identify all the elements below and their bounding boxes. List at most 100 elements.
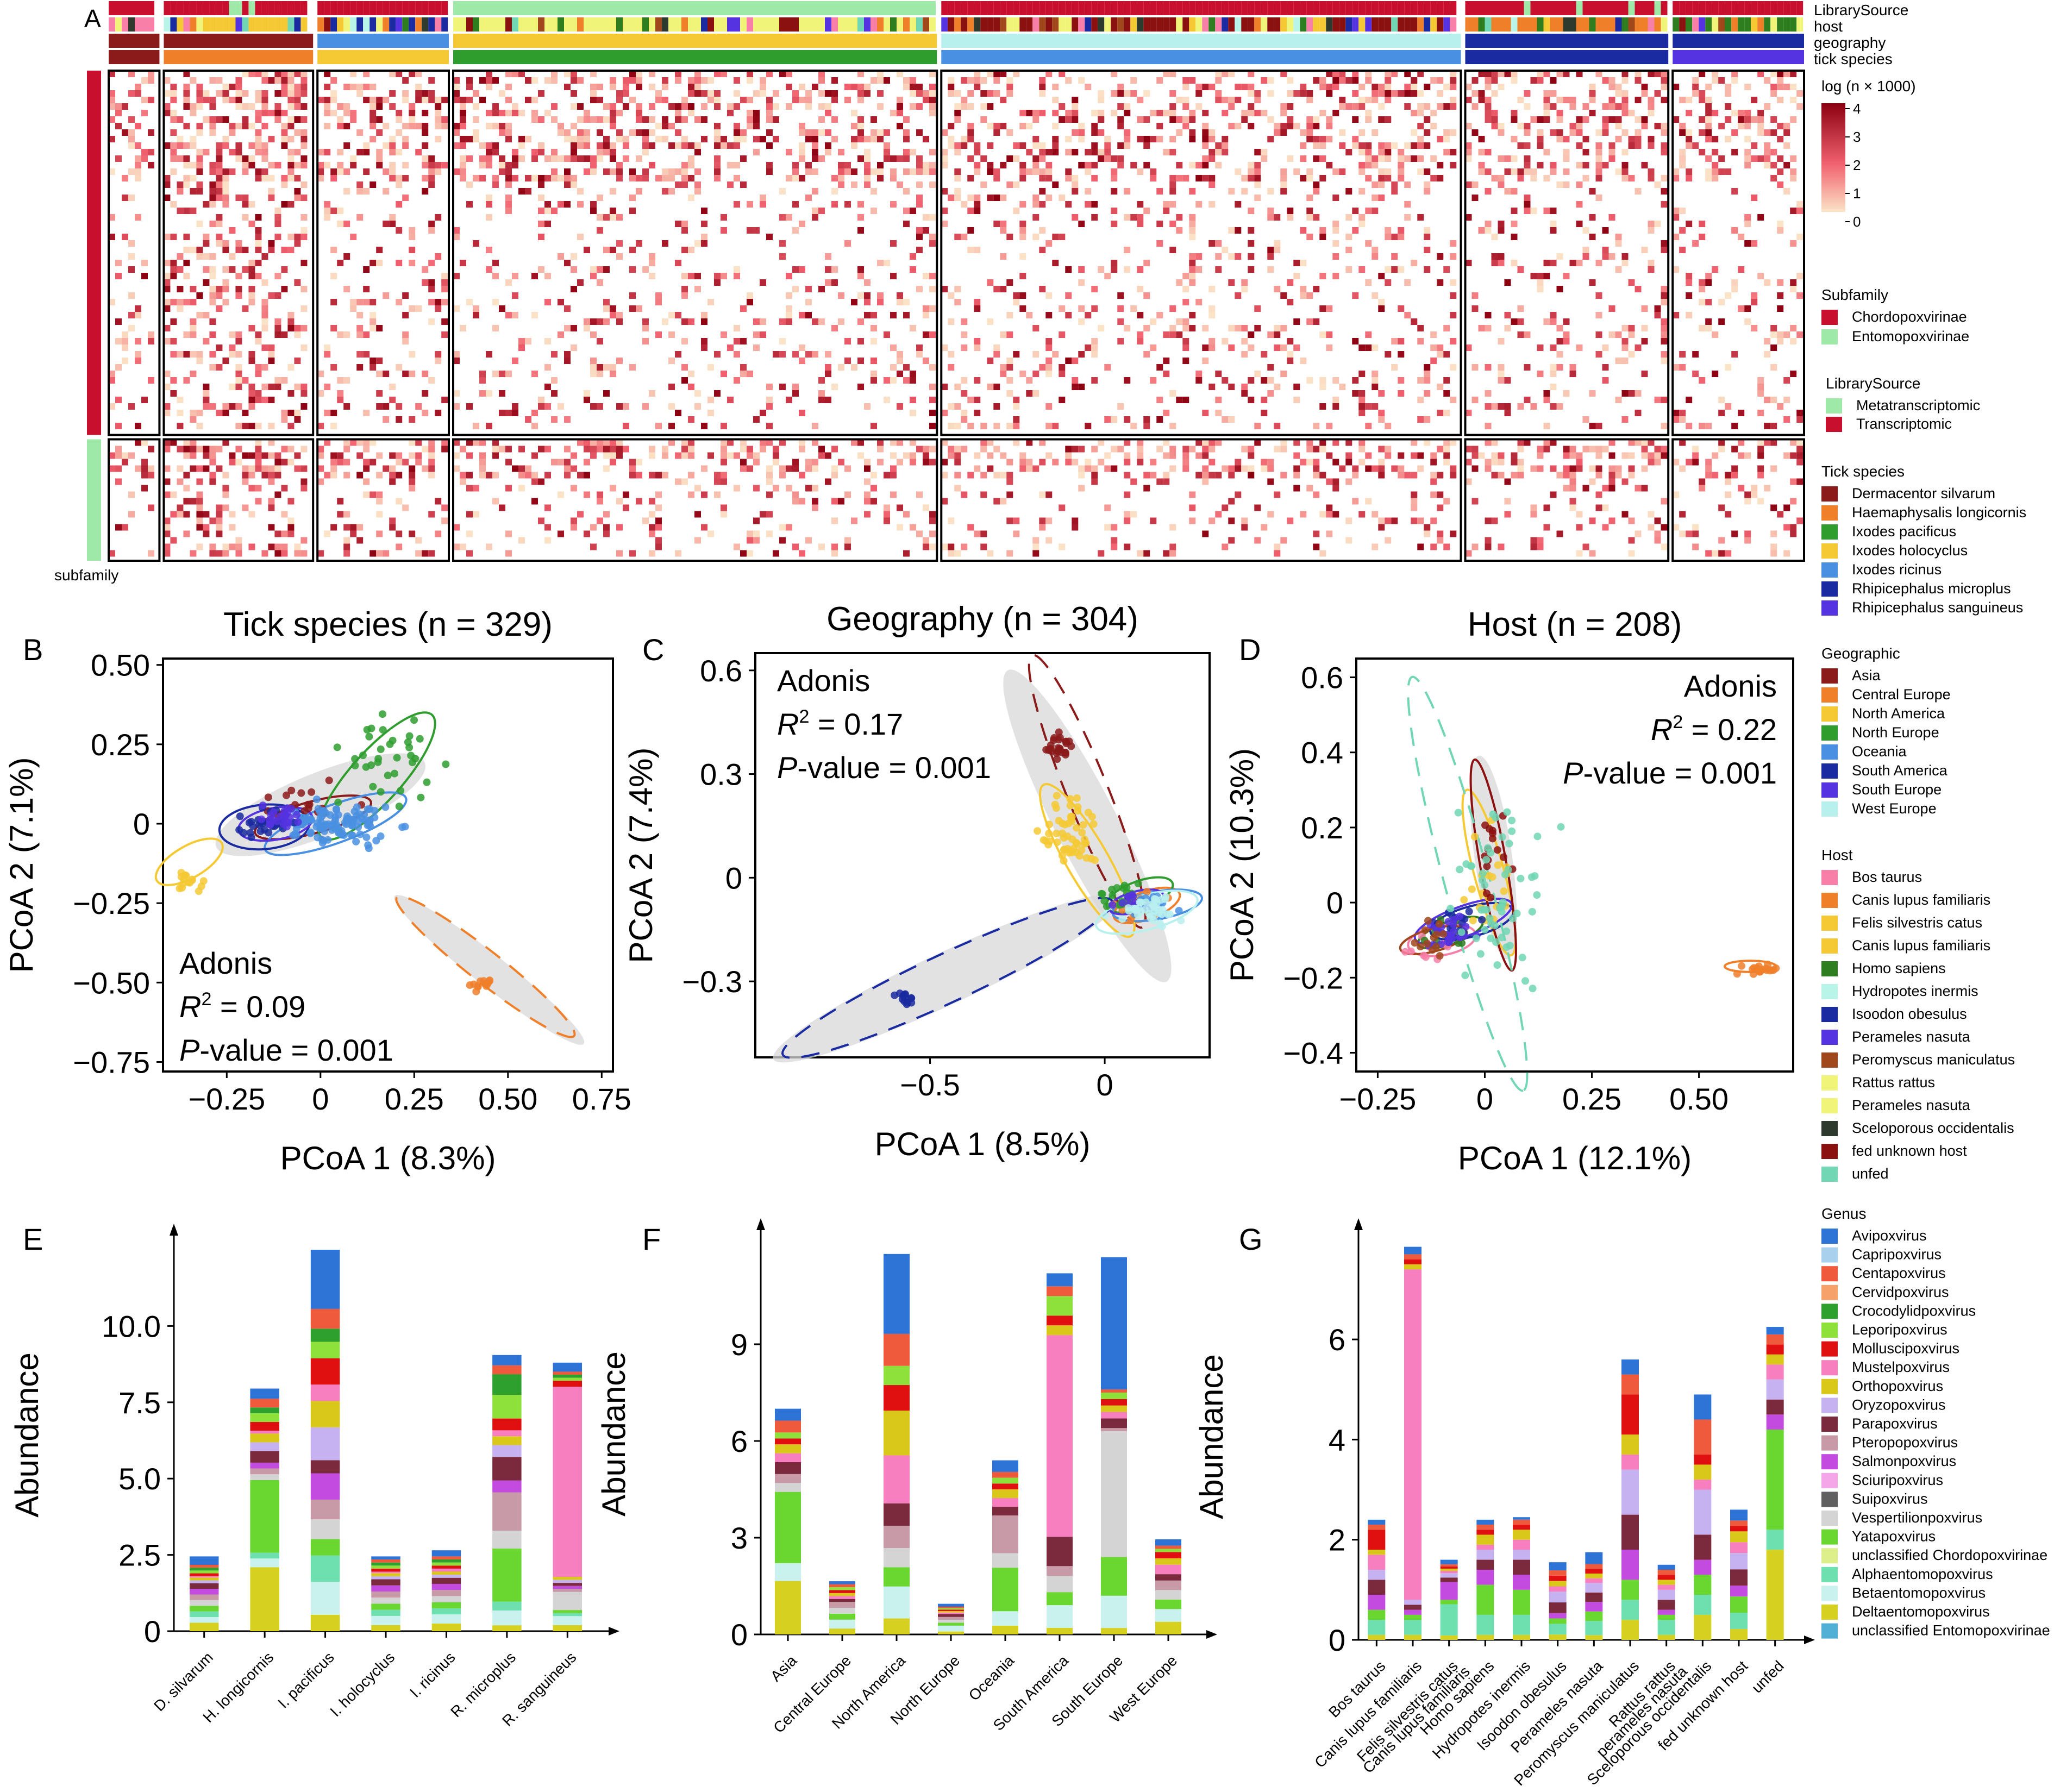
track-library-cell bbox=[128, 1, 135, 15]
heatmap-cell bbox=[1491, 253, 1498, 260]
heatmap-cell bbox=[370, 491, 377, 498]
heatmap-cell bbox=[694, 485, 702, 492]
heatmap-cell bbox=[1648, 71, 1655, 77]
heatmap-cell bbox=[1000, 331, 1007, 338]
heatmap-cell bbox=[597, 97, 604, 103]
heatmap-cell bbox=[1059, 331, 1066, 338]
heatmap-cell bbox=[760, 511, 767, 518]
heatmap-cell bbox=[1176, 116, 1183, 123]
heatmap-cell bbox=[779, 524, 786, 531]
heatmap-cell bbox=[1241, 338, 1248, 344]
panel-letter-a: A bbox=[84, 4, 101, 33]
heatmap-cell bbox=[164, 234, 171, 240]
heatmap-cell bbox=[974, 410, 981, 416]
heatmap-cell bbox=[486, 155, 493, 162]
heatmap-cell bbox=[1411, 452, 1418, 459]
heatmap-cell bbox=[1169, 331, 1176, 338]
heatmap-cell bbox=[1641, 325, 1648, 331]
heatmap-cell bbox=[897, 123, 904, 129]
track-library-cell bbox=[164, 1, 171, 15]
heatmap-cell bbox=[987, 103, 994, 110]
heatmap-cell bbox=[571, 465, 578, 472]
track-host-cell bbox=[779, 17, 786, 32]
heatmap-cell bbox=[460, 446, 467, 453]
track-library-cell bbox=[805, 1, 812, 15]
heatmap-cell bbox=[460, 97, 467, 103]
track-host-cell bbox=[929, 17, 936, 32]
heatmap-cell bbox=[1757, 116, 1764, 123]
heatmap-cell bbox=[1524, 90, 1531, 97]
heatmap-cell bbox=[923, 452, 930, 459]
heatmap-cell bbox=[1790, 371, 1797, 377]
track-host-cell bbox=[499, 17, 506, 32]
heatmap-cell bbox=[248, 155, 255, 162]
heatmap-cell bbox=[1411, 498, 1418, 505]
heatmap-cell bbox=[1013, 208, 1020, 214]
heatmap-cell bbox=[216, 465, 223, 472]
heatmap-cell bbox=[1796, 234, 1803, 240]
heatmap-cell bbox=[616, 214, 623, 221]
heatmap-cell bbox=[551, 71, 558, 77]
heatmap-cell bbox=[1635, 129, 1642, 136]
heatmap-cell bbox=[1705, 299, 1712, 305]
heatmap-cell bbox=[505, 410, 512, 416]
heatmap-cell bbox=[1293, 485, 1300, 492]
heatmap-cell bbox=[287, 234, 295, 240]
heatmap-cell bbox=[1352, 292, 1359, 299]
heatmap-cell bbox=[435, 168, 442, 175]
heatmap-cell bbox=[636, 116, 643, 123]
heatmap-cell bbox=[766, 472, 773, 479]
heatmap-cell bbox=[1222, 504, 1229, 511]
track-host-cell bbox=[363, 17, 370, 32]
heatmap-cell bbox=[1215, 97, 1222, 103]
heatmap-cell bbox=[170, 377, 177, 384]
heatmap-cell bbox=[825, 266, 832, 273]
heatmap-cell bbox=[409, 478, 416, 485]
heatmap-cell bbox=[141, 149, 148, 155]
track-host-cell bbox=[831, 17, 838, 32]
heatmap-cell bbox=[1796, 517, 1803, 524]
heatmap-cell bbox=[1398, 168, 1405, 175]
heatmap-cell bbox=[890, 439, 897, 446]
heatmap-cell bbox=[668, 439, 675, 446]
heatmap-cell bbox=[844, 84, 851, 90]
heatmap-cell bbox=[766, 71, 773, 77]
heatmap-cell bbox=[538, 403, 545, 410]
heatmap-cell bbox=[668, 188, 675, 195]
heatmap-cell bbox=[707, 90, 715, 97]
heatmap-cell bbox=[1182, 273, 1189, 279]
heatmap-cell bbox=[1137, 446, 1144, 453]
heatmap-cell bbox=[1582, 446, 1589, 453]
heatmap-cell bbox=[229, 384, 236, 390]
heatmap-cell bbox=[1530, 168, 1537, 175]
heatmap-cell bbox=[1744, 452, 1751, 459]
heatmap-cell bbox=[235, 338, 242, 344]
track-host-cell bbox=[473, 17, 480, 32]
heatmap-cell bbox=[1222, 110, 1229, 116]
heatmap-cell bbox=[1796, 208, 1803, 214]
heatmap-cell bbox=[1098, 439, 1105, 446]
heatmap-cell bbox=[1673, 234, 1680, 240]
heatmap-cell bbox=[1313, 423, 1320, 429]
heatmap-cell bbox=[1744, 84, 1751, 90]
heatmap-cell bbox=[884, 377, 891, 384]
heatmap-cell bbox=[1491, 459, 1498, 466]
heatmap-cell bbox=[1563, 97, 1570, 103]
heatmap-cell bbox=[512, 149, 519, 155]
heatmap-cell bbox=[281, 84, 288, 90]
heatmap-cell bbox=[196, 491, 203, 498]
track-host-cell bbox=[1576, 17, 1583, 32]
heatmap-cell bbox=[1222, 97, 1229, 103]
heatmap-cell bbox=[242, 168, 249, 175]
track-host-cell bbox=[183, 17, 190, 32]
heatmap-cell bbox=[967, 77, 974, 84]
heatmap-cell bbox=[961, 377, 968, 384]
heatmap-cell bbox=[603, 524, 610, 531]
heatmap-cell bbox=[740, 181, 747, 188]
heatmap-cell bbox=[766, 511, 773, 518]
heatmap-cell bbox=[216, 155, 223, 162]
track-library-cell bbox=[209, 1, 216, 15]
heatmap-cell bbox=[518, 71, 525, 77]
heatmap-cell bbox=[196, 84, 203, 90]
heatmap-cell bbox=[799, 358, 806, 364]
